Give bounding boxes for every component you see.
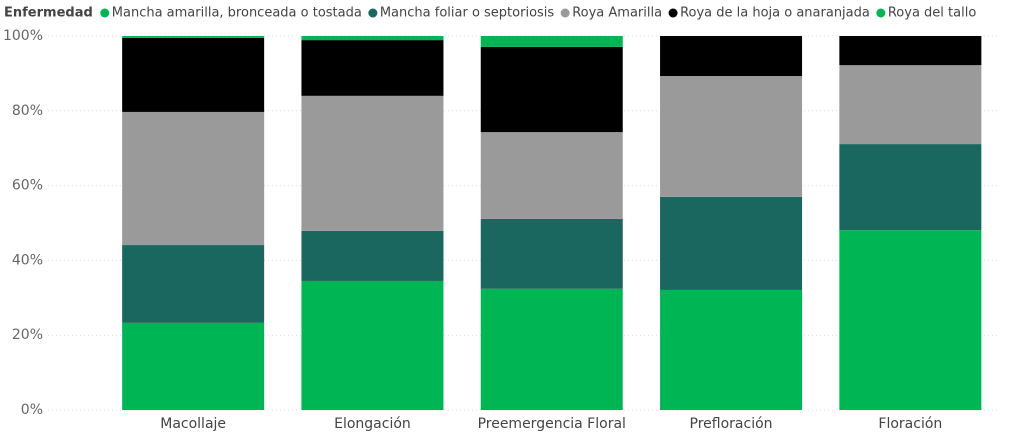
x-tick-label: Prefloración (690, 416, 773, 432)
legend-label: Mancha amarilla, bronceada o tostada (112, 6, 362, 21)
legend-label: Roya de la hoja o anaranjada (680, 6, 870, 21)
x-tick-label: Elongación (334, 416, 411, 432)
legend-marker (100, 8, 110, 18)
bar-segment (839, 230, 982, 410)
bar-segment (480, 218, 623, 289)
legend-marker (668, 8, 678, 18)
legend-marker (876, 8, 886, 18)
bar-segment (480, 132, 623, 219)
legend-marker (368, 8, 378, 18)
x-tick-label: Floración (878, 416, 942, 432)
x-tick-label: Preemergencia Floral (478, 416, 626, 432)
legend-marker (560, 8, 570, 18)
x-tick-label: Macollaje (160, 416, 226, 432)
bar-segment (301, 95, 444, 231)
y-tick-label: 20% (12, 327, 43, 343)
legend-label: Roya Amarilla (572, 6, 662, 21)
bar-segment (480, 46, 623, 133)
bar-segment (480, 36, 623, 47)
legend-label: Mancha foliar o septoriosis (380, 6, 555, 21)
bar-segment (122, 245, 265, 323)
bar-segment (660, 196, 803, 290)
bar-segment (839, 144, 982, 231)
y-tick-label: 0% (21, 402, 43, 418)
y-tick-label: 80% (12, 103, 43, 119)
y-tick-label: 60% (12, 178, 43, 194)
y-tick-label: 100% (3, 28, 43, 44)
bar-segment (480, 288, 623, 410)
legend-label: Roya del tallo (888, 6, 976, 21)
bar-segment (122, 322, 265, 410)
bar-segment (660, 36, 803, 77)
bar-segment (660, 76, 803, 197)
bar-segment (660, 289, 803, 410)
bar-segment (122, 111, 265, 246)
bar-segment (122, 37, 265, 112)
bar-segment (301, 230, 444, 281)
bar-segment (839, 65, 982, 145)
bar-segment (301, 36, 444, 41)
legend-title: Enfermedad (4, 6, 93, 21)
bar-segment (839, 36, 982, 66)
bar-segment (301, 40, 444, 96)
y-tick-label: 40% (12, 252, 43, 268)
bar-segment (122, 36, 265, 38)
bar-segment (301, 280, 444, 410)
